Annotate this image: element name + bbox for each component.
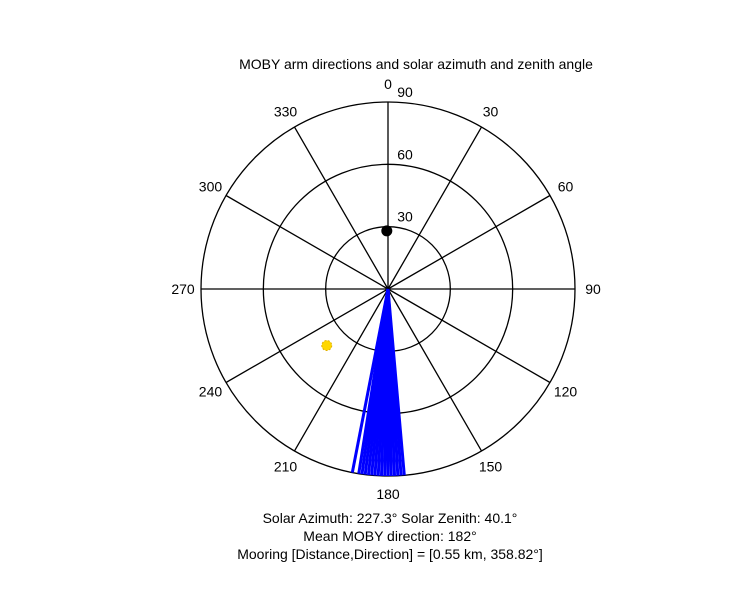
spoke-210 xyxy=(293,288,389,452)
sun-position-marker xyxy=(321,340,333,352)
data-points xyxy=(321,225,393,352)
angle-tick-label-0: 0 xyxy=(384,76,392,92)
tick-labels: 0 30 60 90 120 150 180 210 240 270 300 330 30 60 90 xyxy=(171,76,601,502)
mooring-point-marker xyxy=(381,225,393,237)
spoke-60 xyxy=(387,194,551,290)
angle-tick-label-270: 270 xyxy=(171,281,195,297)
spoke-300 xyxy=(225,194,389,290)
chart-title: MOBY arm directions and solar azimuth an… xyxy=(239,56,593,72)
moby-arm-line-15 xyxy=(350,288,390,473)
angle-tick-label-300: 300 xyxy=(199,179,223,195)
radial-tick-label-30: 30 xyxy=(397,209,413,225)
spoke-240 xyxy=(225,288,389,384)
spoke-30 xyxy=(387,126,483,290)
angle-tick-label-90: 90 xyxy=(585,281,601,297)
angle-tick-label-150: 150 xyxy=(479,459,503,475)
spoke-330 xyxy=(293,126,389,290)
radial-tick-label-90: 90 xyxy=(397,84,413,100)
angle-tick-label-330: 330 xyxy=(274,103,298,119)
radial-tick-label-60: 60 xyxy=(397,146,413,162)
moby-arm-directions xyxy=(350,288,406,476)
mooring-caption: Mooring [Distance,Direction] = [0.55 km,… xyxy=(237,546,543,562)
spoke-120 xyxy=(387,288,551,384)
angle-tick-label-240: 240 xyxy=(199,384,223,400)
angle-tick-label-60: 60 xyxy=(558,179,574,195)
angle-tick-label-210: 210 xyxy=(274,459,298,475)
angle-tick-label-30: 30 xyxy=(483,103,499,119)
mean-moby-direction-caption: Mean MOBY direction: 182° xyxy=(303,528,477,544)
spoke-150 xyxy=(387,288,483,452)
solar-angles-caption: Solar Azimuth: 227.3° Solar Zenith: 40.1… xyxy=(262,510,518,526)
angle-tick-label-180: 180 xyxy=(376,486,400,502)
angle-tick-label-120: 120 xyxy=(554,384,578,400)
